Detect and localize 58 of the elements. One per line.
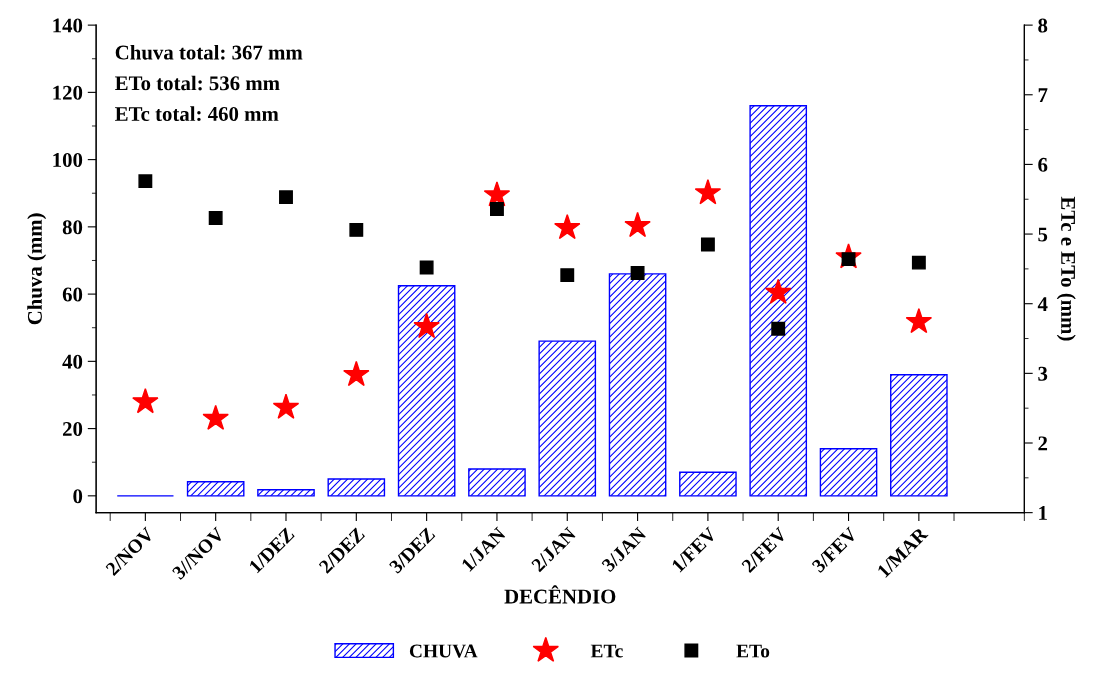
point (764, 278, 792, 304)
y2-tick-label: 6 (1038, 157, 1048, 172)
y2-tick-label: 8 (1038, 18, 1048, 33)
legend-label: ETo (736, 644, 770, 658)
y-axis-title: Chuva (mm) (27, 213, 47, 325)
point (554, 213, 581, 240)
point (208, 211, 223, 225)
point (138, 174, 153, 189)
x-axis-title: DECÊNDIO (504, 585, 616, 604)
point (132, 388, 159, 414)
y-tick-label: 0 (73, 489, 83, 504)
point (560, 268, 575, 283)
point (279, 190, 293, 205)
point (483, 181, 511, 207)
point (419, 260, 434, 275)
point (771, 321, 786, 336)
bar (468, 468, 526, 497)
point (905, 307, 933, 334)
point (700, 237, 715, 252)
point (490, 202, 504, 216)
y-tick-label: 100 (53, 152, 83, 168)
point (413, 312, 440, 339)
y-tick-label: 40 (62, 354, 83, 369)
point (349, 222, 364, 237)
bar (608, 273, 667, 497)
bar (679, 471, 737, 497)
bar (890, 374, 948, 497)
annotation: ETc total: 460 mm (115, 106, 279, 122)
y2-tick-label: 5 (1038, 227, 1048, 242)
y-tick-label: 60 (62, 287, 83, 302)
annotation: Chuva total: 367 mm (115, 44, 303, 60)
point (272, 393, 300, 419)
y2-axis-title: ETc e ETo (mm) (1056, 196, 1076, 341)
y-tick-label: 80 (62, 220, 83, 235)
y2-tick-label: 4 (1037, 297, 1048, 311)
y-tick-label: 140 (53, 18, 83, 33)
bar (819, 448, 878, 497)
annotation: ETo total: 536 mm (115, 75, 280, 91)
point (911, 255, 926, 270)
bar (397, 285, 456, 497)
legend-label: ETc (590, 644, 623, 658)
y2-tick-label: 7 (1038, 88, 1048, 102)
y2-tick-label: 2 (1038, 436, 1048, 451)
point (202, 404, 229, 430)
legend-label: CHUVA (409, 644, 478, 658)
bar (749, 105, 808, 497)
y2-tick-label: 3 (1038, 366, 1048, 381)
point (694, 179, 722, 205)
y-tick-label: 120 (53, 85, 83, 100)
y-tick-label: 20 (62, 421, 83, 437)
bar (538, 340, 597, 497)
point (624, 211, 651, 238)
point (343, 360, 370, 387)
bar (257, 489, 315, 497)
point (630, 266, 645, 281)
bar (327, 478, 386, 497)
bar (186, 481, 245, 497)
y2-tick-label: 1 (1039, 506, 1047, 520)
